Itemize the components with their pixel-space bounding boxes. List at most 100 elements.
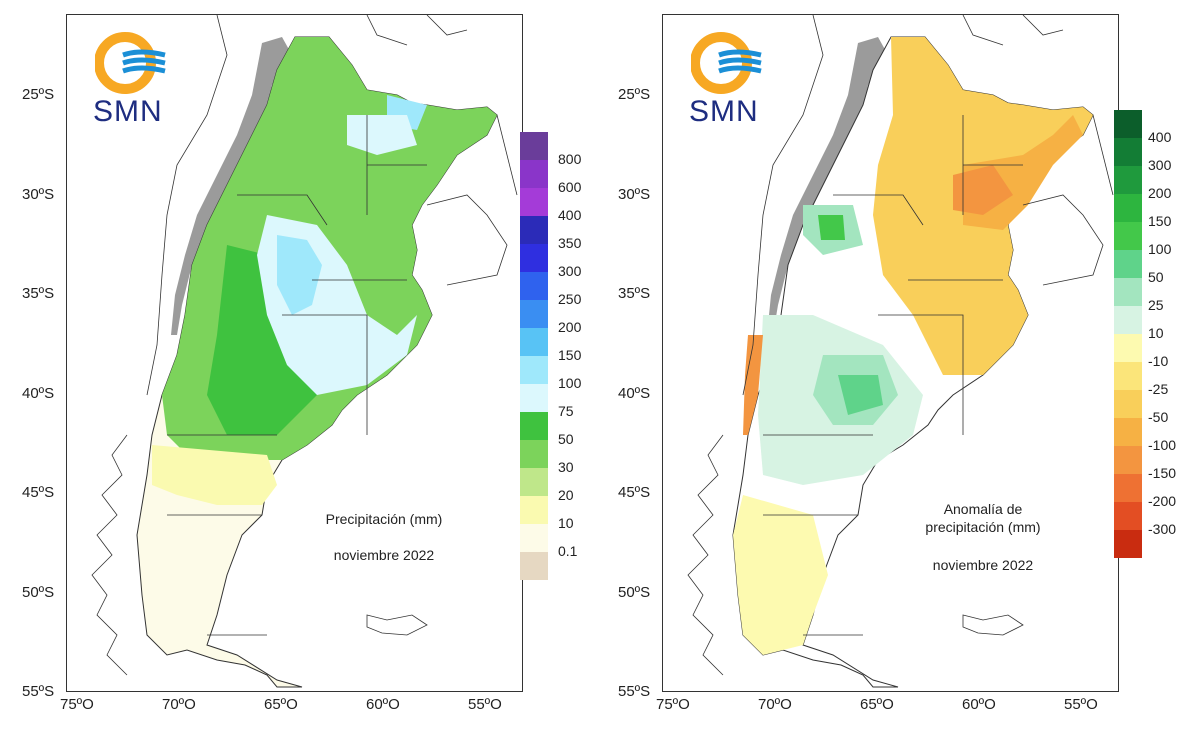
longitude-tick: 70ºO bbox=[162, 696, 196, 713]
anomaly-legend-swatch bbox=[1114, 166, 1142, 194]
anomaly-legend-swatch bbox=[1114, 502, 1142, 530]
anomaly-zone-darkorange bbox=[953, 165, 1013, 215]
precip-legend-swatch bbox=[520, 160, 548, 188]
falkland-islands bbox=[366, 614, 428, 636]
anomaly-legend-label: 25 bbox=[1148, 297, 1164, 313]
precip-legend-swatch bbox=[520, 552, 548, 580]
precip-legend-label: 10 bbox=[558, 515, 574, 531]
precipitation-map bbox=[91, 15, 518, 688]
latitude-tick: 45ºS bbox=[618, 484, 651, 501]
smn-logo bbox=[95, 32, 166, 94]
anomaly-legend-label: 400 bbox=[1148, 129, 1172, 145]
precip-legend-swatch bbox=[520, 216, 548, 244]
latitude-tick: 35ºS bbox=[22, 285, 55, 302]
precip-legend-label: 200 bbox=[558, 319, 582, 335]
latitude-tick: 30ºS bbox=[618, 185, 651, 203]
anomaly-legend-label: 50 bbox=[1148, 269, 1164, 285]
precip-zone-yellow bbox=[152, 445, 277, 505]
precip-legend-swatch bbox=[520, 188, 548, 216]
precip-legend-swatch bbox=[520, 468, 548, 496]
anomaly-legend-swatch bbox=[1114, 110, 1142, 138]
anomaly-zone-yellow bbox=[733, 495, 828, 655]
precip-legend-swatch bbox=[520, 328, 548, 356]
latitude-tick: 40ºS bbox=[22, 384, 55, 402]
anomaly-legend-label: 100 bbox=[1148, 241, 1172, 257]
anomaly-zone-darkgreen-2 bbox=[818, 215, 845, 240]
latitude-tick: 50ºS bbox=[22, 583, 55, 601]
anomaly-legend-swatch bbox=[1114, 306, 1142, 334]
anomaly-legend-swatch bbox=[1114, 474, 1142, 502]
longitude-tick: 65ºO bbox=[860, 696, 894, 713]
map-date: noviembre 2022 bbox=[932, 557, 1034, 573]
precip-legend-swatch bbox=[520, 356, 548, 384]
anomaly-legend-label: -25 bbox=[1148, 381, 1169, 397]
latitude-tick: 30ºS bbox=[22, 185, 55, 203]
longitude-tick: 60ºO bbox=[962, 696, 996, 713]
anomaly-legend-label: 200 bbox=[1148, 185, 1172, 201]
latitude-tick: 50ºS bbox=[618, 583, 651, 601]
precip-legend-label: 0.1 bbox=[558, 543, 578, 559]
map-title-line2: precipitación (mm) bbox=[925, 519, 1041, 535]
latitude-tick: 45ºS bbox=[22, 484, 55, 501]
precip-legend-swatch bbox=[520, 244, 548, 272]
anomaly-legend-label: -150 bbox=[1148, 465, 1177, 481]
longitude-tick: 55ºO bbox=[468, 696, 502, 713]
anomaly-legend-label: -100 bbox=[1148, 437, 1177, 453]
anomaly-legend-label: 10 bbox=[1148, 325, 1164, 341]
precip-zone-lightblue-2 bbox=[347, 115, 417, 155]
latitude-tick: 35ºS bbox=[618, 285, 651, 302]
longitude-tick: 70ºO bbox=[758, 696, 792, 713]
latitude-tick: 40ºS bbox=[618, 384, 651, 402]
precip-legend-swatch bbox=[520, 132, 548, 160]
map-date: noviembre 2022 bbox=[333, 547, 435, 563]
neighbor-borders bbox=[146, 15, 518, 396]
latitude-tick: 25ºS bbox=[618, 86, 651, 103]
anomaly-legend-swatch bbox=[1114, 362, 1142, 390]
anomaly-legend-label: -50 bbox=[1148, 409, 1169, 425]
anomaly-legend-label: -200 bbox=[1148, 493, 1177, 509]
anomaly-legend-label: -300 bbox=[1148, 521, 1177, 537]
precipitation-map-panel: SMN Precipitación (mm) noviembre 2022 bbox=[66, 14, 523, 692]
longitude-tick: 75ºO bbox=[60, 696, 94, 713]
smn-logo-text: SMN bbox=[689, 95, 759, 128]
province-borders bbox=[167, 115, 427, 636]
precip-legend-label: 150 bbox=[558, 347, 582, 363]
neighbor-borders bbox=[742, 15, 1114, 396]
anomaly-legend-swatch bbox=[1114, 222, 1142, 250]
precip-legend-swatch bbox=[520, 440, 548, 468]
map-title: Precipitación (mm) bbox=[325, 511, 443, 527]
falkland-islands bbox=[962, 614, 1024, 636]
precip-legend-label: 300 bbox=[558, 263, 582, 279]
precip-legend-swatch bbox=[520, 272, 548, 300]
precip-legend-label: 20 bbox=[558, 487, 574, 503]
precip-legend-label: 30 bbox=[558, 459, 574, 475]
anomaly-legend-swatch bbox=[1114, 390, 1142, 418]
precip-legend-swatch bbox=[520, 412, 548, 440]
anomaly-zone-coast-orange bbox=[743, 335, 763, 435]
precip-legend-label: 600 bbox=[558, 179, 582, 195]
precip-legend-label: 800 bbox=[558, 151, 582, 167]
precip-legend-label: 250 bbox=[558, 291, 582, 307]
precip-legend-label: 400 bbox=[558, 207, 582, 223]
chile-coast bbox=[687, 434, 724, 676]
anomaly-legend-swatch bbox=[1114, 194, 1142, 222]
anomaly-legend-swatch bbox=[1114, 446, 1142, 474]
map-title-line1: Anomalía de bbox=[943, 501, 1023, 517]
longitude-tick: 65ºO bbox=[264, 696, 298, 713]
anomaly-legend-swatch bbox=[1114, 334, 1142, 362]
precip-legend-swatch bbox=[520, 384, 548, 412]
anomaly-zone-darkgreen bbox=[838, 375, 883, 415]
precip-legend-label: 100 bbox=[558, 375, 582, 391]
latitude-tick: 55ºS bbox=[618, 683, 651, 700]
chile-coast bbox=[91, 434, 128, 676]
anomaly-legend-swatch bbox=[1114, 530, 1142, 558]
anomaly-legend-swatch bbox=[1114, 278, 1142, 306]
longitude-tick: 60ºO bbox=[366, 696, 400, 713]
anomaly-map-panel: SMN Anomalía de precipitación (mm) novie… bbox=[662, 14, 1119, 692]
precip-zone-blue-1 bbox=[277, 235, 322, 315]
anomaly-legend-swatch bbox=[1114, 138, 1142, 166]
anomaly-legend-label: 300 bbox=[1148, 157, 1172, 173]
anomaly-legend-swatch bbox=[1114, 250, 1142, 278]
longitude-tick: 75ºO bbox=[656, 696, 690, 713]
precip-legend-swatch bbox=[520, 524, 548, 552]
